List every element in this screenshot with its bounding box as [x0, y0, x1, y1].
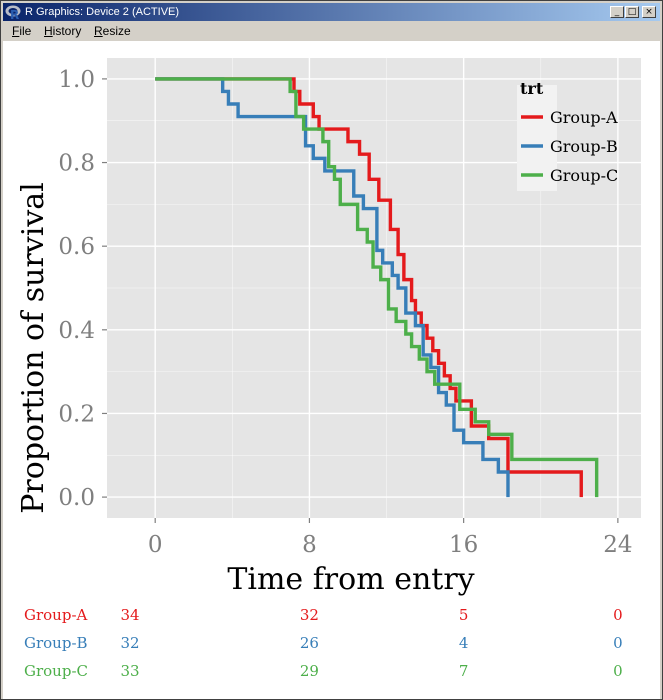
risk-count: 4 — [459, 634, 469, 652]
r-logo-icon: R — [5, 5, 21, 20]
survival-chart: 0.0 0.2 0.4 0.6 0.8 1.0 0 8 16 24 Proportion of … — [16, 58, 641, 680]
y-tick-label: 1.0 — [58, 67, 95, 93]
survival-curves — [155, 77, 599, 498]
y-tick-label: 0.8 — [58, 151, 95, 177]
risk-row-label: Group-B — [24, 634, 88, 652]
legend-label-group-c: Group-C — [550, 166, 618, 185]
risk-table: Group-A 34 32 5 0 Group-B 32 26 4 0 Group-C 33 29 7 0 — [24, 606, 623, 680]
close-button[interactable]: × — [642, 6, 656, 18]
survival-curve-group-b — [155, 77, 510, 498]
risk-count: 0 — [613, 606, 623, 624]
risk-count: 7 — [459, 662, 469, 680]
x-tick-label: 24 — [603, 532, 632, 558]
risk-count: 32 — [300, 606, 319, 624]
window-title: R Graphics: Device 2 (ACTIVE) — [25, 6, 180, 18]
survival-curve-group-c — [155, 77, 599, 498]
title-bar[interactable]: R R Graphics: Device 2 (ACTIVE) _ □ × — [3, 3, 660, 21]
menu-bar: File History Resize — [3, 22, 660, 40]
risk-count: 26 — [300, 634, 319, 652]
y-axis-label: Proportion of survival — [16, 182, 51, 514]
risk-count: 33 — [120, 662, 139, 680]
risk-count: 5 — [459, 606, 469, 624]
minimize-button[interactable]: _ — [610, 6, 624, 18]
risk-count: 32 — [120, 634, 139, 652]
legend: trt Group-A Group-B Group-C — [517, 79, 618, 191]
legend-label-group-b: Group-B — [550, 137, 618, 156]
y-axis-ticks: 0.0 0.2 0.4 0.6 0.8 1.0 — [58, 67, 107, 511]
legend-title: trt — [520, 79, 544, 98]
y-tick-label: 0.0 — [58, 485, 95, 511]
risk-count: 29 — [300, 662, 319, 680]
y-tick-label: 0.2 — [58, 401, 95, 427]
y-tick-label: 0.4 — [58, 318, 95, 344]
x-tick-label: 8 — [302, 532, 317, 558]
risk-count: 34 — [120, 606, 139, 624]
menu-history[interactable]: History — [44, 24, 82, 38]
menu-file[interactable]: File — [12, 24, 32, 38]
x-axis-label: Time from entry — [227, 562, 474, 597]
r-logo-text: R — [10, 8, 19, 20]
risk-count: 0 — [613, 662, 623, 680]
risk-row-label: Group-A — [24, 606, 88, 624]
plot-canvas: 0.0 0.2 0.4 0.6 0.8 1.0 0 8 16 24 Proportion of … — [3, 41, 660, 699]
maximize-button[interactable]: □ — [625, 6, 639, 18]
x-axis-ticks: 0 8 16 24 — [148, 518, 633, 558]
risk-row-label: Group-C — [24, 662, 88, 680]
legend-items: Group-A Group-B Group-C — [521, 108, 618, 185]
menu-resize[interactable]: Resize — [94, 24, 131, 38]
x-tick-label: 16 — [449, 532, 478, 558]
legend-label-group-a: Group-A — [550, 108, 618, 127]
x-tick-label: 0 — [148, 532, 163, 558]
risk-count: 0 — [613, 634, 623, 652]
y-tick-label: 0.6 — [58, 234, 95, 260]
